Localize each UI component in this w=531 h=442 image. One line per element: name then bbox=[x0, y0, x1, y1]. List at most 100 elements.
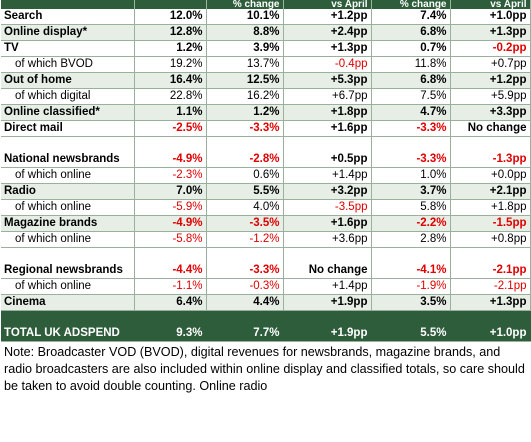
row-label: Search bbox=[1, 9, 135, 25]
value-cell: +3.6pp bbox=[283, 231, 372, 248]
value-cell: 0.7% bbox=[371, 40, 451, 57]
table-row: Regional newsbrands -4.4% -3.3% No change -4… bbox=[1, 247, 531, 279]
value-cell: +1.2pp bbox=[450, 72, 531, 89]
value-cell: -0.3% bbox=[206, 278, 284, 295]
row-label: of which online bbox=[1, 167, 135, 184]
table-row: Direct mail -2.5% -3.3% +1.6pp -3.3% No chang… bbox=[1, 120, 531, 137]
table-row: of which online -5.8% -1.2% +3.6pp 2.8% +0.8p… bbox=[1, 231, 531, 248]
table-row: of which digital 22.8% 16.2% +6.7pp 7.5% +5.9… bbox=[1, 88, 531, 105]
total-value-cell: 7.7% bbox=[206, 310, 284, 342]
value-cell: +1.8pp bbox=[450, 199, 531, 216]
value-cell: +0.7pp bbox=[450, 56, 531, 73]
header-cell: vs April bbox=[283, 0, 372, 10]
value-cell: -3.3% bbox=[206, 120, 284, 137]
value-cell: 10.1% bbox=[206, 9, 284, 25]
value-cell: No change bbox=[283, 247, 372, 279]
value-cell: +1.0pp bbox=[450, 9, 531, 25]
value-cell: 3.7% bbox=[371, 183, 451, 200]
header-cell bbox=[1, 0, 135, 9]
value-cell: 7.4% bbox=[371, 9, 451, 25]
value-cell: +1.3pp bbox=[283, 40, 372, 57]
table-row: National newsbrands -4.9% -2.8% +0.5pp -3.3%… bbox=[1, 136, 531, 168]
value-cell: 5.8% bbox=[371, 199, 451, 216]
value-cell: 16.4% bbox=[134, 72, 207, 89]
value-cell: +1.3pp bbox=[450, 24, 531, 41]
row-label: TV bbox=[1, 40, 135, 57]
table-row: Online classified* 1.1% 1.2% +1.8pp 4.7% +3.3… bbox=[1, 104, 531, 121]
value-cell: +1.9pp bbox=[283, 294, 372, 311]
total-value-cell: +1.0pp bbox=[450, 310, 531, 342]
value-cell: +5.3pp bbox=[283, 72, 372, 89]
row-label: Radio bbox=[1, 183, 135, 200]
value-cell: 1.2% bbox=[206, 104, 284, 121]
value-cell: -2.1pp bbox=[450, 247, 531, 279]
value-cell: 3.5% bbox=[371, 294, 451, 311]
table-row: Search 12.0% 10.1% +1.2pp 7.4% +1.0pp bbox=[1, 9, 531, 25]
table-row: Magazine brands -4.9% -3.5% +1.6pp -2.2% -1.5… bbox=[1, 215, 531, 232]
value-cell: 6.4% bbox=[134, 294, 207, 311]
value-cell: -1.9% bbox=[371, 278, 451, 295]
value-cell: -4.4% bbox=[134, 247, 207, 279]
table-row: Online display* 12.8% 8.8% +2.4pp 6.8% +1.3pp bbox=[1, 24, 531, 41]
value-cell: -5.9% bbox=[134, 199, 207, 216]
value-cell: 0.6% bbox=[206, 167, 284, 184]
value-cell: -3.3% bbox=[206, 247, 284, 279]
row-label: Cinema bbox=[1, 294, 135, 311]
value-cell: 19.2% bbox=[134, 56, 207, 73]
value-cell: +2.1pp bbox=[450, 183, 531, 200]
table-row: TV 1.2% 3.9% +1.3pp 0.7% -0.2pp bbox=[1, 40, 531, 57]
value-cell: +6.7pp bbox=[283, 88, 372, 105]
value-cell: 7.0% bbox=[134, 183, 207, 200]
value-cell: +0.8pp bbox=[450, 231, 531, 248]
value-cell: 13.7% bbox=[206, 56, 284, 73]
total-row: TOTAL UK ADSPEND 9.3% 7.7% +1.9pp 5.5% +1.0pp bbox=[1, 310, 531, 342]
value-cell: 12.5% bbox=[206, 72, 284, 89]
value-cell: +1.4pp bbox=[283, 167, 372, 184]
value-cell: -4.9% bbox=[134, 215, 207, 232]
value-cell: 2.8% bbox=[371, 231, 451, 248]
row-label: of which digital bbox=[1, 88, 135, 105]
row-label: of which online bbox=[1, 231, 135, 248]
value-cell: -1.2% bbox=[206, 231, 284, 248]
value-cell: -3.3% bbox=[371, 120, 451, 137]
row-label: Online classified* bbox=[1, 104, 135, 121]
value-cell: 6.8% bbox=[371, 72, 451, 89]
value-cell: -2.1pp bbox=[450, 278, 531, 295]
table-row: Cinema 6.4% 4.4% +1.9pp 3.5% +1.3pp bbox=[1, 294, 531, 311]
header-row: % change vs April % change vs April bbox=[1, 0, 531, 10]
table-row: of which BVOD 19.2% 13.7% -0.4pp 11.8% +0.7pp bbox=[1, 56, 531, 73]
value-cell: 12.0% bbox=[134, 9, 207, 25]
row-label: National newsbrands bbox=[1, 136, 135, 168]
value-cell: -0.2pp bbox=[450, 40, 531, 57]
value-cell: 16.2% bbox=[206, 88, 284, 105]
value-cell: +1.3pp bbox=[450, 294, 531, 311]
value-cell: 4.0% bbox=[206, 199, 284, 216]
value-cell: 8.8% bbox=[206, 24, 284, 41]
value-cell: 22.8% bbox=[134, 88, 207, 105]
row-label: Direct mail bbox=[1, 120, 135, 137]
value-cell: -2.3% bbox=[134, 167, 207, 184]
total-value-cell: 5.5% bbox=[371, 310, 451, 342]
value-cell: 12.8% bbox=[134, 24, 207, 41]
value-cell: -5.8% bbox=[134, 231, 207, 248]
value-cell: 3.9% bbox=[206, 40, 284, 57]
header-cell: % change bbox=[371, 0, 451, 10]
value-cell: +1.6pp bbox=[283, 215, 372, 232]
value-cell: 6.8% bbox=[371, 24, 451, 41]
row-label: of which BVOD bbox=[1, 56, 135, 73]
row-label: Regional newsbrands bbox=[1, 247, 135, 279]
table-row: Radio 7.0% 5.5% +3.2pp 3.7% +2.1pp bbox=[1, 183, 531, 200]
value-cell: +1.4pp bbox=[283, 278, 372, 295]
value-cell: -3.3% bbox=[371, 136, 451, 168]
value-cell: 4.4% bbox=[206, 294, 284, 311]
row-label: of which online bbox=[1, 278, 135, 295]
value-cell: 11.8% bbox=[371, 56, 451, 73]
value-cell: 1.2% bbox=[134, 40, 207, 57]
value-cell: -4.1% bbox=[371, 247, 451, 279]
value-cell: -3.5pp bbox=[283, 199, 372, 216]
row-label: of which online bbox=[1, 199, 135, 216]
value-cell: -4.9% bbox=[134, 136, 207, 168]
value-cell: +3.3pp bbox=[450, 104, 531, 121]
value-cell: 1.1% bbox=[134, 104, 207, 121]
row-label: Out of home bbox=[1, 72, 135, 89]
